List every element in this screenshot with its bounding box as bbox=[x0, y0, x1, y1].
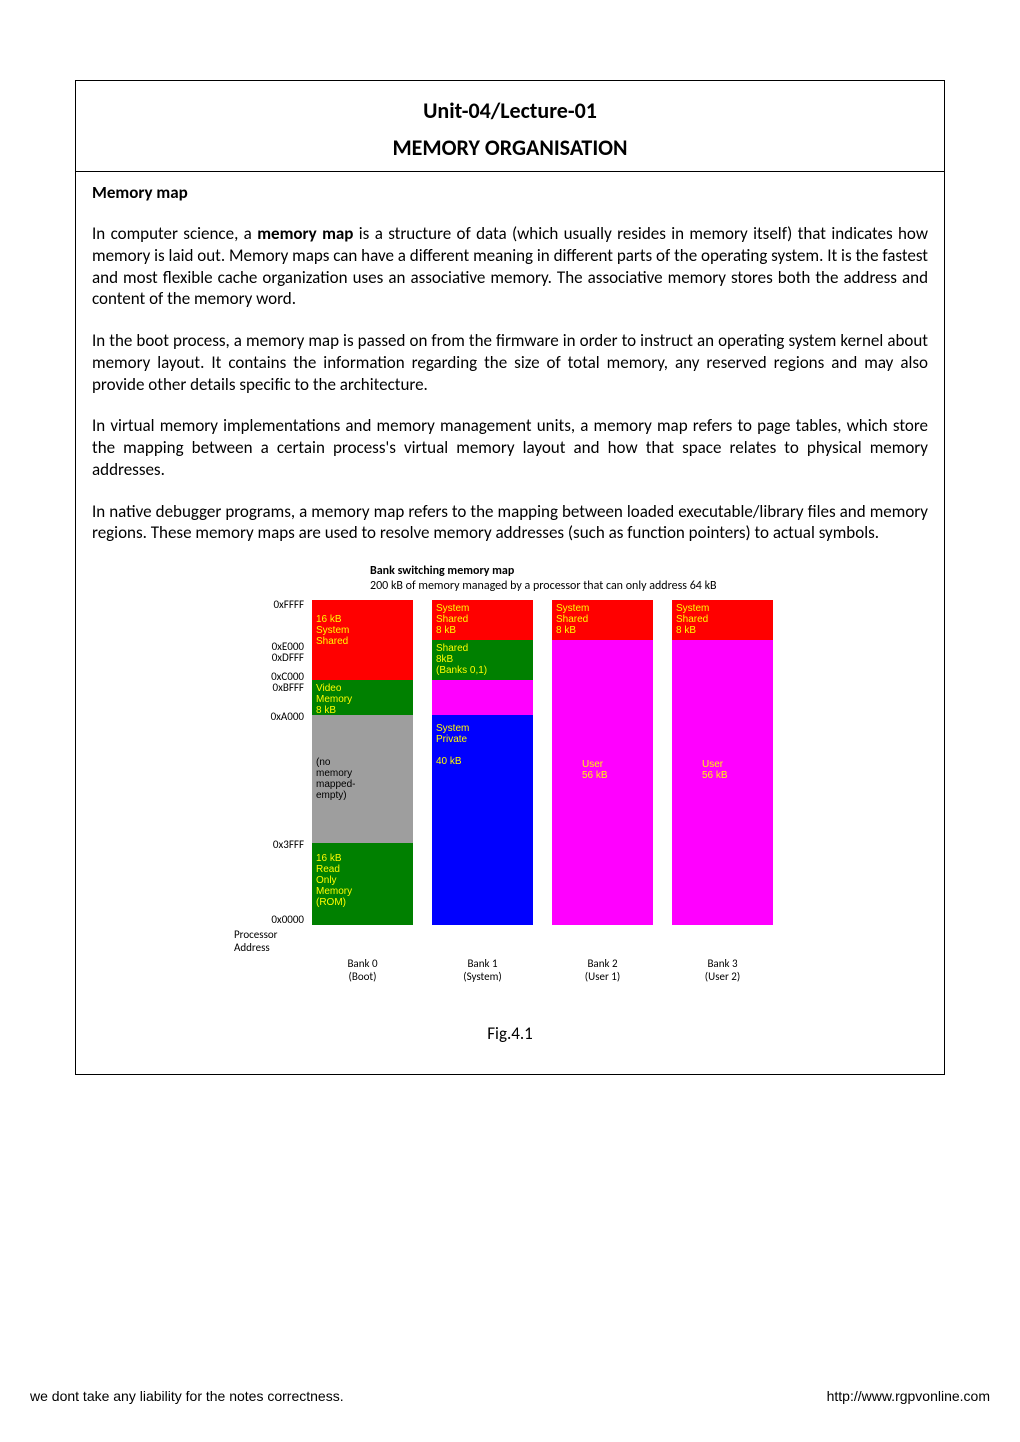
bank-2-col: System Shared 8 kB User 56 kB bbox=[550, 599, 655, 926]
content-title-row: Memory map bbox=[76, 171, 944, 203]
bank2-mag3 bbox=[551, 843, 654, 925]
bank0-shared: 16 kB System Shared bbox=[311, 600, 414, 680]
fig-caption-top: Bank switching memory map bbox=[230, 564, 790, 578]
bank1-magenta-top bbox=[431, 680, 534, 715]
addr-bfff: 0xBFFF bbox=[273, 682, 305, 693]
addr-ffff: 0xFFFF bbox=[273, 599, 304, 610]
bank1-shared: System Shared 8 kB bbox=[431, 600, 534, 640]
fig-caption-sub: 200 kB of memory managed by a processor … bbox=[230, 579, 790, 593]
page-footer: we dont take any liability for the notes… bbox=[30, 1388, 990, 1404]
bank1-shared2: Shared 8kB (Banks 0,1) bbox=[431, 640, 534, 680]
bank2-mag2 bbox=[551, 680, 654, 715]
title-area: Unit-04/Lecture-01 MEMORY ORGANISATION bbox=[76, 81, 944, 171]
bank3-mag2 bbox=[671, 680, 774, 715]
bank3-shared: System Shared 8 kB bbox=[671, 600, 774, 640]
fig-label: Fig.4.1 bbox=[230, 1023, 790, 1044]
bank-3-col: System Shared 8 kB User 56 kB bbox=[670, 599, 775, 926]
para-3: In virtual memory implementations and me… bbox=[92, 415, 928, 480]
bank-labels-row: Bank 0 (Boot) Bank 1 (System) Bank 2 (Us… bbox=[230, 954, 790, 983]
bank2-mag1 bbox=[551, 640, 654, 680]
bank2-label: Bank 2 (User 1) bbox=[550, 958, 655, 983]
bank-1-col: System Shared 8 kB Shared 8kB (Banks 0,1… bbox=[430, 599, 535, 926]
bank2-user: User 56 kB bbox=[551, 715, 654, 843]
bank0-label: Bank 0 (Boot) bbox=[310, 958, 415, 983]
bank3-label: Bank 3 (User 2) bbox=[670, 958, 775, 983]
para-2: In the boot process, a memory map is pas… bbox=[92, 330, 928, 395]
content: In computer science, a memory map is a s… bbox=[76, 223, 944, 1074]
section-title: MEMORY ORGANISATION bbox=[86, 134, 934, 161]
heading-memory-map: Memory map bbox=[92, 182, 928, 203]
memory-grid: 0xFFFF 0xE000 0xDFFF 0xC000 0xBFFF 0xA00… bbox=[230, 599, 790, 983]
bold-memory-map: memory map bbox=[257, 223, 353, 244]
addr-3fff: 0x3FFF bbox=[273, 839, 304, 850]
bank0-video: Video Memory 8 kB bbox=[311, 680, 414, 715]
bank-0-col: 16 kB System Shared Video Memory 8 kB (n… bbox=[310, 599, 415, 926]
addr-0000: 0x0000 bbox=[271, 914, 304, 925]
bank3-mag1 bbox=[671, 640, 774, 680]
addr-a000: 0xA000 bbox=[271, 711, 304, 722]
footer-right: http://www.rgpvonline.com bbox=[827, 1388, 990, 1404]
bank3-user: User 56 kB bbox=[671, 715, 774, 843]
bank1-label: Bank 1 (System) bbox=[430, 958, 535, 983]
para-1: In computer science, a memory map is a s… bbox=[92, 223, 928, 310]
para-4: In native debugger programs, a memory ma… bbox=[92, 501, 928, 545]
addr-dfff: 0xDFFF bbox=[272, 652, 304, 663]
figure-wrap: Bank switching memory map 200 kB of memo… bbox=[230, 564, 790, 1044]
page: Unit-04/Lecture-01 MEMORY ORGANISATION M… bbox=[0, 0, 1020, 1075]
bank1-private: System Private 40 kB bbox=[431, 715, 534, 843]
content-box: Unit-04/Lecture-01 MEMORY ORGANISATION M… bbox=[75, 80, 945, 1075]
bank3-mag3 bbox=[671, 843, 774, 925]
proc-addr-label: ProcessorAddress bbox=[230, 926, 310, 954]
bank2-shared: System Shared 8 kB bbox=[551, 600, 654, 640]
unit-title: Unit-04/Lecture-01 bbox=[86, 97, 934, 124]
bank1-blue-bottom bbox=[431, 843, 534, 925]
footer-left: we dont take any liability for the notes… bbox=[30, 1388, 344, 1404]
bank0-empty: (no memory mapped- empty) bbox=[311, 715, 414, 843]
bank0-rom: 16 kB Read Only Memory (ROM) bbox=[311, 843, 414, 925]
